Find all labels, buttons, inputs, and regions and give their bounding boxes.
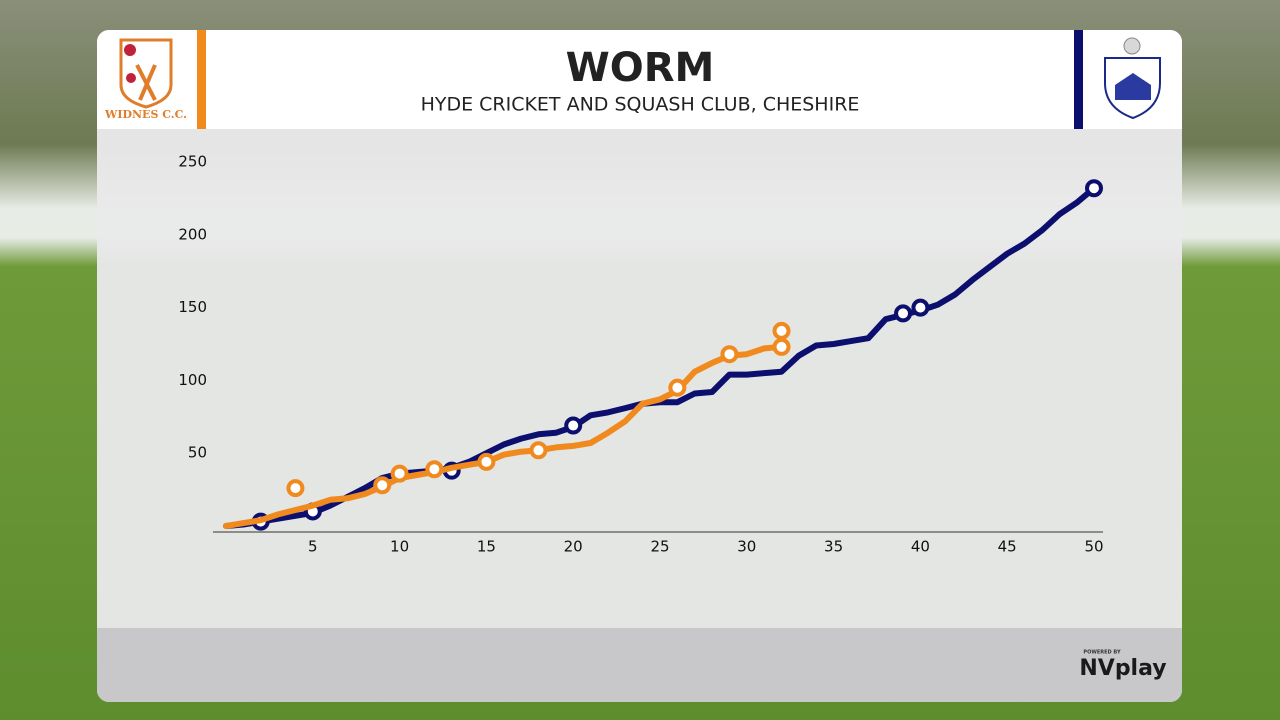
x-tick-label: 40 — [911, 538, 930, 556]
x-tick-label: 10 — [390, 538, 409, 556]
y-tick-label: 200 — [178, 225, 207, 243]
header-band — [97, 30, 1182, 129]
footer-band — [97, 628, 1182, 702]
away-stripe — [1074, 30, 1083, 129]
wicket-marker — [529, 441, 548, 460]
worm-line — [223, 343, 785, 529]
x-tick-label: 30 — [737, 538, 756, 556]
x-tick-label: 20 — [564, 538, 583, 556]
y-tick-label: 50 — [188, 444, 207, 462]
x-tick-label: 35 — [824, 538, 843, 556]
powered-by: POWERED BY — [1083, 650, 1121, 656]
wicket-marker — [668, 378, 687, 397]
panel-body — [97, 30, 1182, 702]
wicket-marker — [373, 476, 392, 495]
wicket-marker — [911, 298, 930, 317]
wicket-marker — [425, 460, 444, 479]
y-tick-label: 250 — [178, 153, 207, 171]
x-tick-label: 5 — [308, 538, 318, 556]
wicket-marker — [1085, 179, 1103, 198]
home-logo-text: WIDNES C.C. — [104, 108, 187, 121]
wicket-marker — [564, 416, 583, 435]
panel — [97, 30, 1182, 702]
chart-subtitle: HYDE CRICKET AND SQUASH CLUB, CHESHIRE — [421, 94, 860, 116]
brand: NVplay — [1079, 656, 1166, 681]
away-logo — [1104, 37, 1161, 120]
y-tick-label: 150 — [178, 298, 207, 316]
wicket-marker — [772, 321, 791, 340]
y-tick-label: 100 — [178, 371, 207, 389]
wicket-marker — [286, 479, 305, 498]
wicket-marker — [772, 337, 791, 356]
x-tick-label: 25 — [650, 538, 669, 556]
wicket-marker — [477, 452, 496, 471]
x-tick-label: 15 — [477, 538, 496, 556]
wicket-marker — [390, 464, 409, 483]
home-stripe — [197, 30, 206, 129]
home-logo: WIDNES C.C. — [104, 38, 187, 121]
wicket-marker — [894, 304, 913, 323]
x-tick-label: 50 — [1084, 538, 1103, 556]
chart-title: WORM — [566, 45, 715, 91]
x-tick-label: 45 — [998, 538, 1017, 556]
wicket-marker — [720, 345, 739, 364]
plot-area: 50 100 150 200 250 5 10 15 20 25 30 35 40 45 50 — [178, 153, 1103, 556]
